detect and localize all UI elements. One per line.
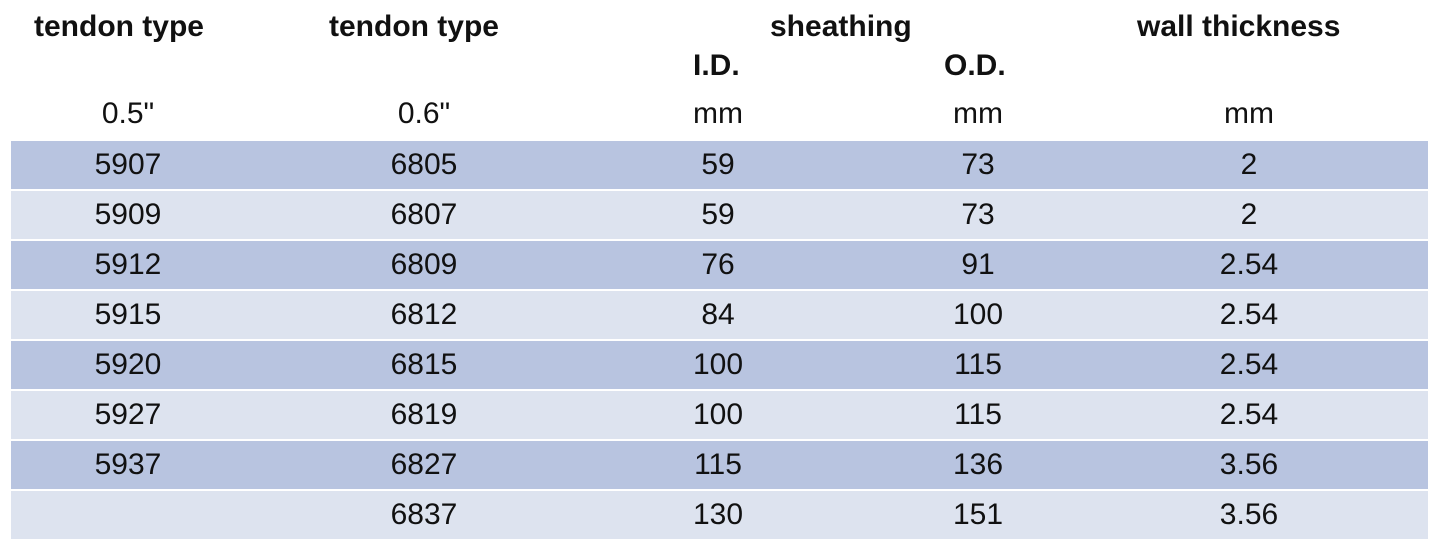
cell-inner-diameter: 59 [701,148,735,181]
header-sheathing: sheathing [770,10,912,43]
cell-tendon-06: 6819 [390,398,458,431]
cell-wall-thickness: 2.54 [1219,298,1279,331]
cell-wall-thickness: 2.54 [1219,348,1279,381]
cell-wall-thickness: 2.54 [1219,248,1279,281]
cell-tendon-06: 6809 [390,248,458,281]
cell-wall-thickness: 3.56 [1219,498,1279,531]
cell-outer-diameter: 91 [961,248,995,281]
cell-tendon-06: 6807 [390,198,458,231]
cell-tendon-06: 6815 [390,348,458,381]
cell-inner-diameter: 130 [692,498,744,531]
header-tendon-type-06: tendon type [329,10,499,43]
cell-wall-thickness: 2.54 [1219,398,1279,431]
cell-tendon-05: 5912 [94,248,162,281]
table-row: 5907 6805 59 73 2 [11,141,1428,189]
header-outer-diameter: O.D. [944,49,1006,82]
cell-outer-diameter: 115 [954,398,1002,431]
cell-tendon-05: 5920 [94,348,162,381]
cell-tendon-05: 5909 [94,198,162,231]
cell-inner-diameter: 84 [701,298,735,331]
table-row: 6837 130 151 3.56 [11,491,1428,539]
cell-tendon-06: 6827 [390,448,458,481]
unit-tendon-05: 0.5" [101,97,155,130]
cell-wall-thickness: 3.56 [1219,448,1279,481]
table-row: 5927 6819 100 115 2.54 [11,391,1428,439]
cell-inner-diameter: 100 [692,398,744,431]
cell-outer-diameter: 136 [952,448,1004,481]
table-row: 5915 6812 84 100 2.54 [11,291,1428,339]
cell-wall-thickness: 2 [1240,198,1258,231]
cell-tendon-05: 5915 [94,298,162,331]
cell-outer-diameter: 100 [952,298,1004,331]
cell-tendon-06: 6837 [390,498,458,531]
cell-tendon-06: 6812 [390,298,458,331]
cell-inner-diameter: 115 [694,448,742,481]
header-wall-thickness: wall thickness [1137,10,1341,43]
unit-tendon-06: 0.6" [397,97,451,130]
cell-tendon-05: 5927 [94,398,162,431]
unit-wall-thickness: mm [1224,97,1274,130]
unit-inner-diameter: mm [693,97,743,130]
cell-outer-diameter: 115 [954,348,1002,381]
cell-outer-diameter: 73 [961,148,995,181]
cell-outer-diameter: 73 [961,198,995,231]
sheathing-table: 5907 6805 59 73 2 5909 6807 59 73 2 5912… [11,141,1428,541]
cell-inner-diameter: 59 [701,198,735,231]
cell-tendon-05: 5937 [94,448,162,481]
table-row: 5912 6809 76 91 2.54 [11,241,1428,289]
table-row: 5937 6827 115 136 3.56 [11,441,1428,489]
cell-tendon-05: 5907 [94,148,162,181]
header-tendon-type-05: tendon type [34,10,204,43]
cell-tendon-05 [68,491,188,539]
cell-inner-diameter: 76 [701,248,735,281]
header-inner-diameter: I.D. [693,49,740,82]
table-row: 5920 6815 100 115 2.54 [11,341,1428,389]
cell-wall-thickness: 2 [1240,148,1258,181]
cell-inner-diameter: 100 [692,348,744,381]
cell-tendon-06: 6805 [390,148,458,181]
unit-outer-diameter: mm [953,97,1003,130]
table-row: 5909 6807 59 73 2 [11,191,1428,239]
cell-outer-diameter: 151 [952,498,1004,531]
